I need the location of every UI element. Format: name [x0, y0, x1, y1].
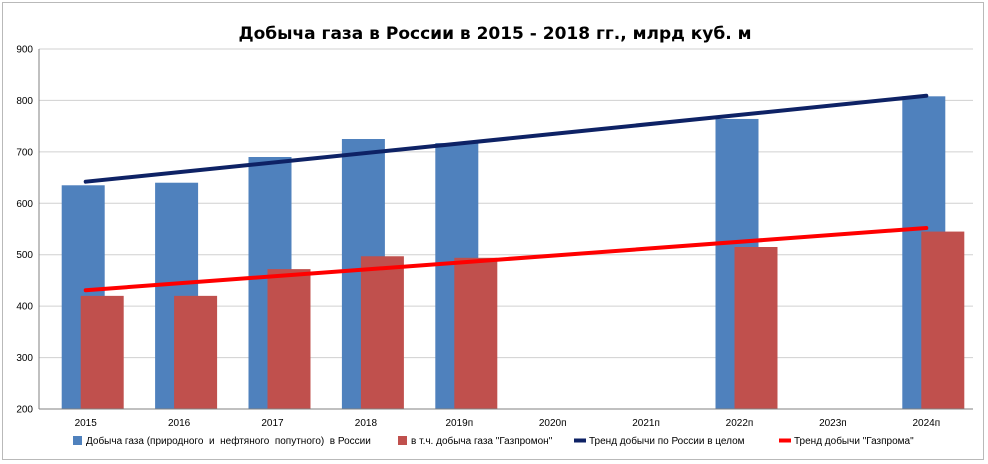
x-tick-label: 2021п [632, 418, 660, 429]
chart-title: Добыча газа в России в 2015 - 2018 гг., … [238, 24, 751, 44]
trend-lines [83, 93, 929, 293]
y-tick-label: 900 [16, 45, 33, 56]
y-tick-label: 800 [16, 96, 33, 107]
bar-gazprom [454, 257, 498, 409]
x-tick-label: 2016 [168, 418, 191, 429]
legend-swatch [73, 436, 82, 445]
y-tick-label: 300 [16, 353, 33, 364]
y-tick-label: 400 [16, 302, 33, 313]
x-tick-label: 2017 [261, 418, 284, 429]
chart: Добыча газа в России в 2015 - 2018 гг., … [16, 24, 973, 447]
trend-line-gazprom [83, 225, 929, 293]
y-tick-label: 500 [16, 250, 33, 261]
legend-label: Тренд добычи "Газпрома" [794, 435, 914, 447]
y-tick-label: 200 [16, 405, 33, 416]
trend-line-russia [83, 93, 929, 184]
x-tick-label: 2015 [75, 418, 98, 429]
legend-label: в т.ч. добыча газа "Газпромон" [411, 435, 553, 447]
x-axis: 2015 2016 2017 2018 2019п 2020п 2021п 2022п 2023… [39, 408, 973, 429]
bar-gazprom [734, 247, 778, 409]
bar-gazprom [80, 295, 124, 409]
x-tick-label: 2024п [912, 418, 940, 429]
x-tick-label: 2019п [445, 418, 473, 429]
x-tick-label: 2022п [726, 418, 754, 429]
legend-label: Тренд добычи по России в целом [589, 435, 745, 447]
bar-gazprom [921, 231, 965, 409]
y-axis: 200 300 400 500 600 700 800 900 [16, 45, 40, 416]
bars [61, 96, 965, 410]
x-tick-label: 2020п [539, 418, 567, 429]
x-tick-label: 2018 [355, 418, 378, 429]
legend-label: Добыча газа (природного и нефтяного попу… [86, 435, 371, 447]
x-tick-label: 2023п [819, 418, 847, 429]
bar-gazprom [267, 269, 311, 409]
y-tick-label: 600 [16, 199, 33, 210]
bar-gazprom [174, 295, 218, 409]
legend: Добыча газа (природного и нефтяного попу… [73, 435, 914, 447]
legend-swatch [398, 436, 407, 445]
y-tick-label: 700 [16, 147, 33, 158]
bar-gazprom [360, 256, 404, 409]
